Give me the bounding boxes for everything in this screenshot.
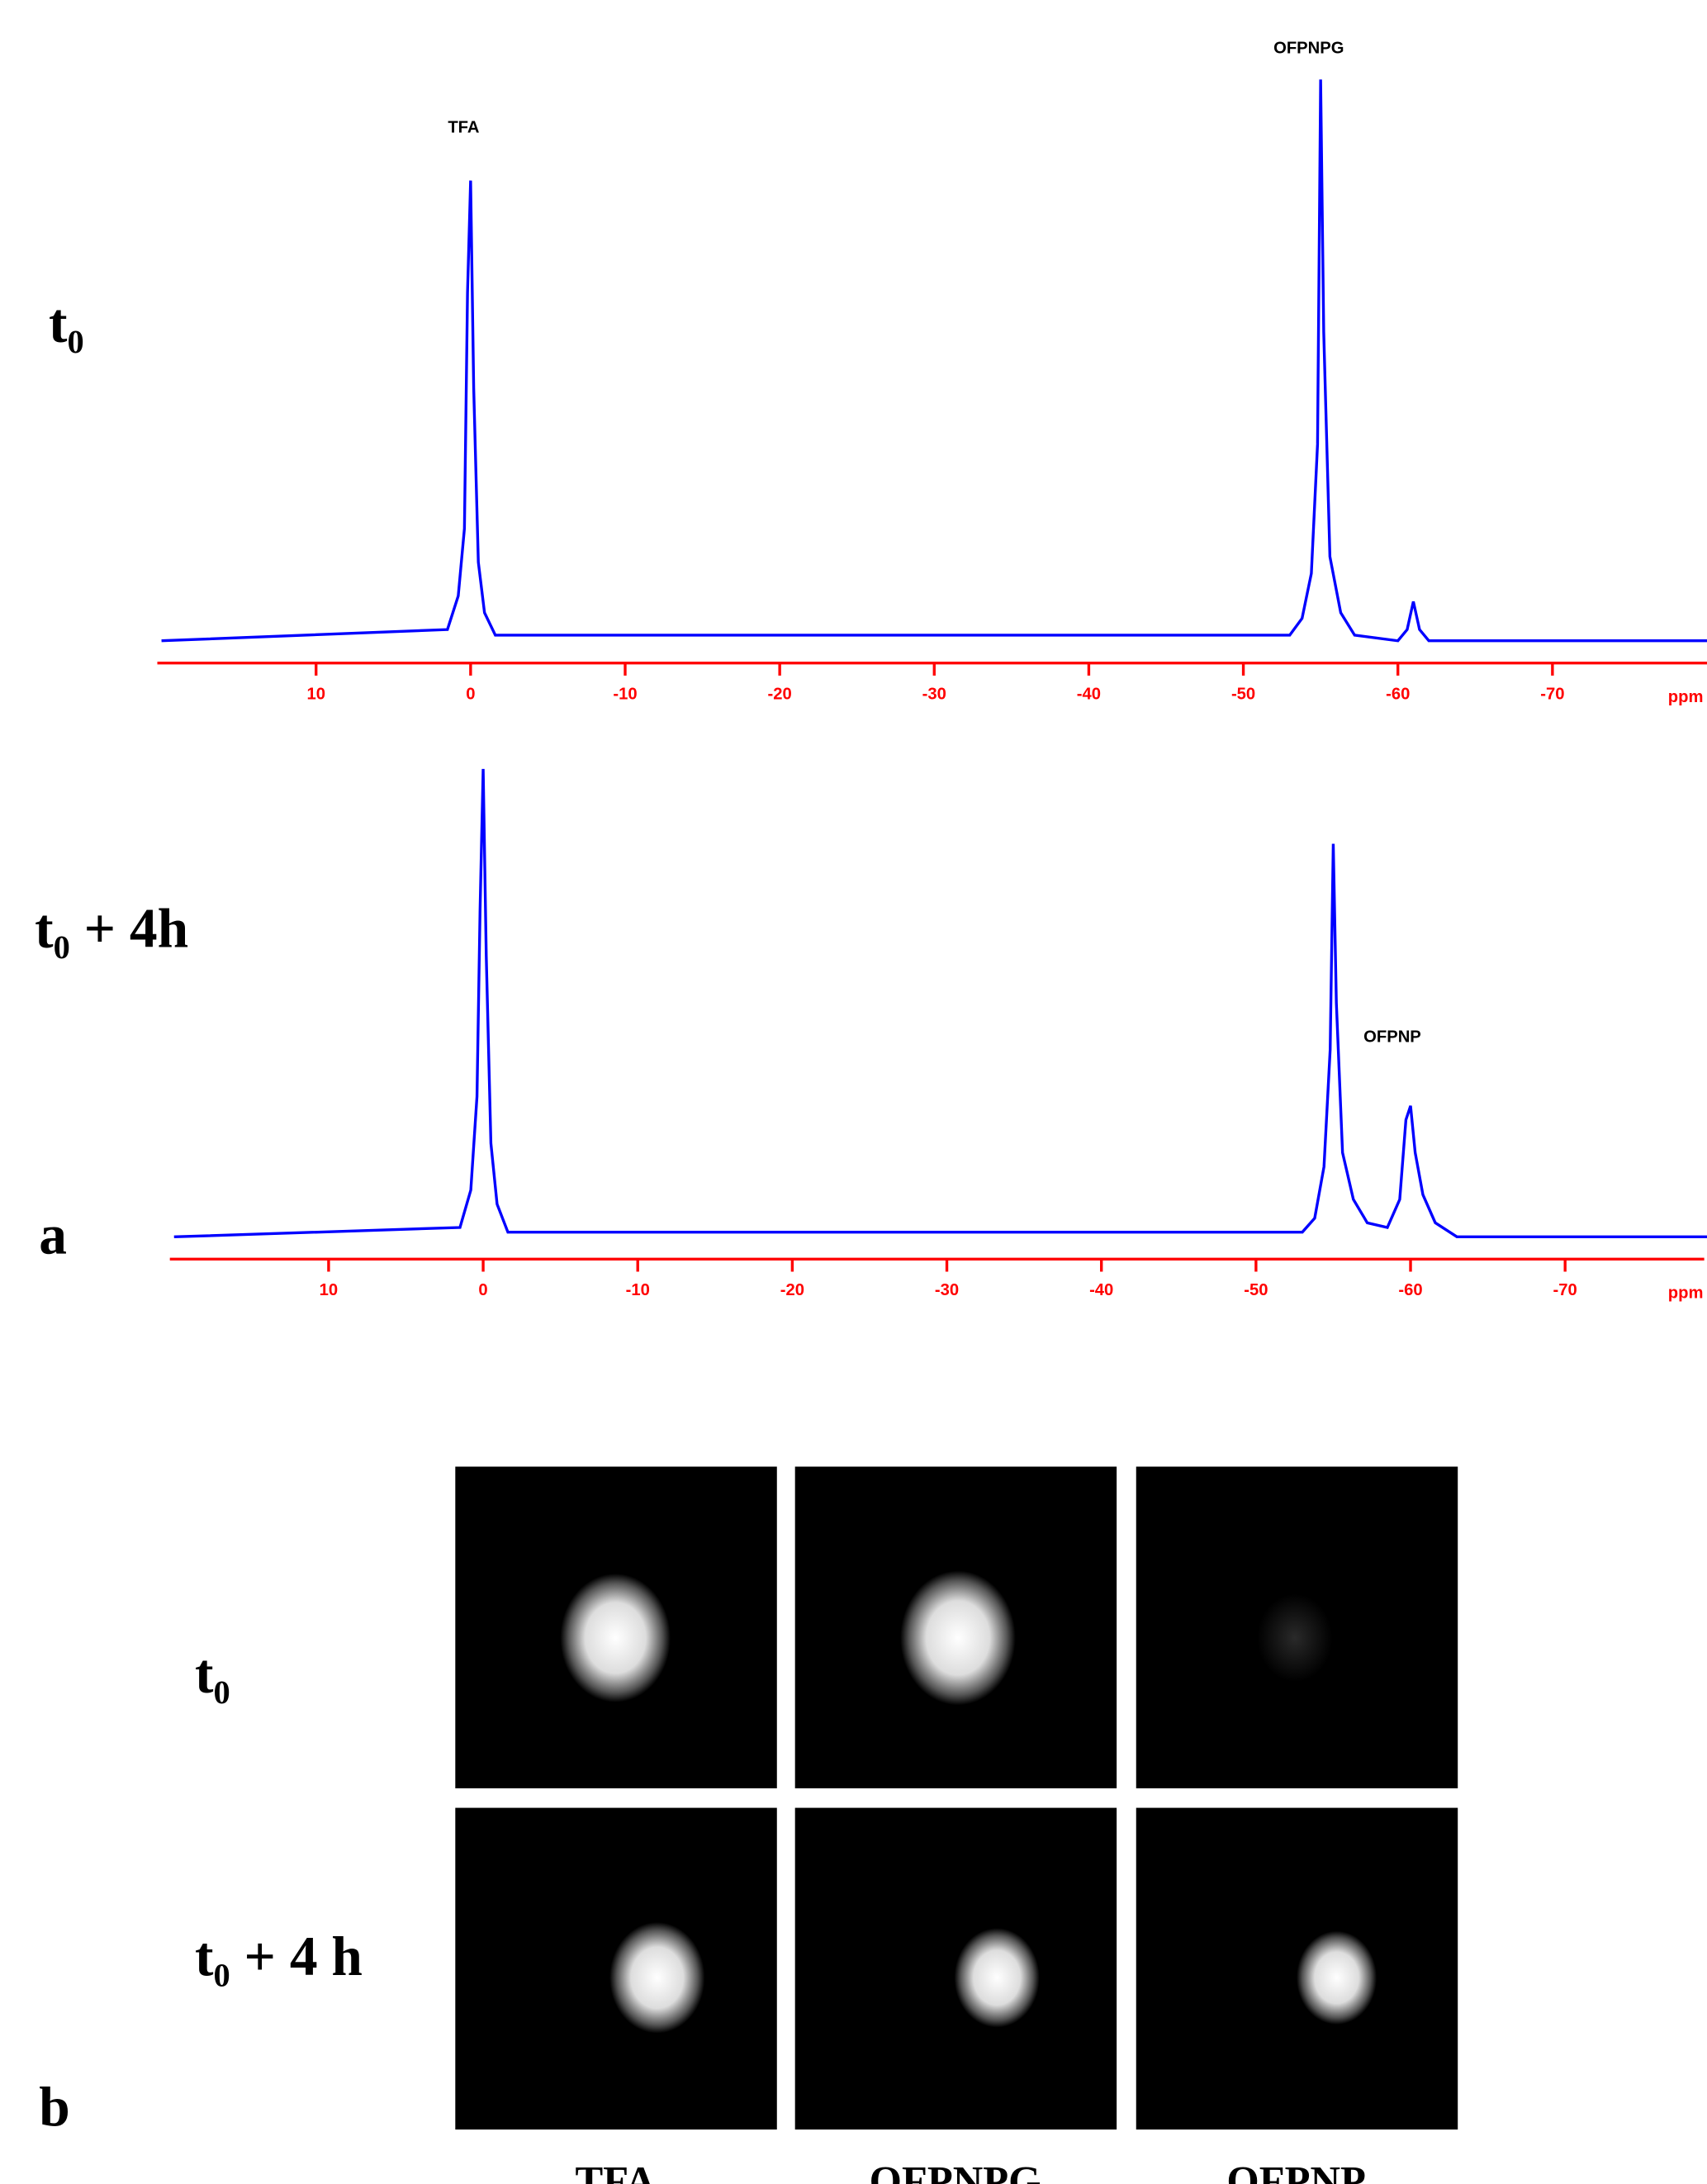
x-tick-label: -60 — [1386, 686, 1410, 704]
x-tick-label: -20 — [780, 1281, 804, 1299]
x-tick-label: 0 — [478, 1281, 487, 1299]
spectrum-line — [161, 79, 1707, 643]
row-label: t₀ — [49, 292, 84, 354]
x-tick-label: -30 — [935, 1281, 959, 1299]
peak-label: OFPNPG — [1273, 39, 1344, 57]
image-blob — [954, 1928, 1040, 2028]
x-tick-label: -70 — [1540, 686, 1564, 704]
image-column-label: OFPNP — [1226, 2158, 1366, 2184]
x-unit: ppm — [1668, 688, 1704, 706]
image-blob — [1296, 1930, 1377, 2025]
image-column-label: OFPNPG — [870, 2158, 1041, 2184]
row-label: t₀ + 4h — [35, 898, 188, 960]
panel-label: b — [39, 2076, 70, 2138]
x-tick-label: -30 — [922, 686, 946, 704]
spectrum-line — [173, 768, 1707, 1239]
image-blob — [900, 1570, 1016, 1706]
peak-label: TFA — [448, 118, 480, 136]
x-tick-label: -10 — [626, 1281, 650, 1299]
x-tick-label: 10 — [320, 1281, 339, 1299]
image-blob — [609, 1922, 705, 2034]
image-blob — [1257, 1593, 1333, 1683]
x-unit: ppm — [1668, 1284, 1704, 1303]
image-column-label: TFA — [576, 2158, 657, 2184]
x-tick-label: -50 — [1244, 1281, 1268, 1299]
image-row-label: t₀ — [195, 1643, 230, 1705]
x-tick-label: 10 — [306, 686, 325, 704]
x-tick-label: -40 — [1089, 1281, 1113, 1299]
image-row-label: t₀ + 4 h — [195, 1925, 363, 1987]
x-tick-label: -60 — [1398, 1281, 1422, 1299]
image-tile — [1136, 1807, 1458, 2130]
x-tick-label: -50 — [1231, 686, 1255, 704]
x-tick-label: -40 — [1077, 686, 1101, 704]
panel-label: a — [39, 1204, 67, 1266]
x-tick-label: -10 — [613, 686, 637, 704]
x-tick-label: -20 — [768, 686, 792, 704]
image-blob — [560, 1574, 671, 1702]
peak-label: OFPNP — [1363, 1028, 1421, 1046]
x-tick-label: -70 — [1553, 1281, 1577, 1299]
x-tick-label: 0 — [466, 686, 475, 704]
